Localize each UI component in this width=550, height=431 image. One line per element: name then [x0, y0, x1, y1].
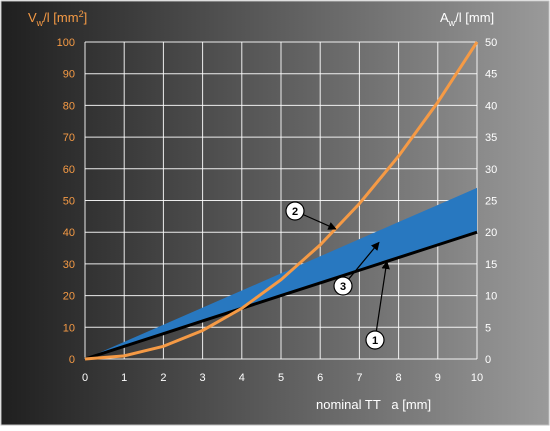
series-1-line [84, 230, 478, 361]
grid-lines [84, 41, 478, 360]
y-right-tick-label: 25 [485, 196, 497, 208]
x-tick-label: 6 [317, 372, 323, 384]
callout-arrow [348, 241, 380, 280]
y-right-tick-label: 50 [485, 37, 497, 49]
callout-circle [333, 276, 353, 296]
series-3-band [85, 187, 477, 359]
x-tick-label: 10 [471, 372, 483, 384]
y-left-tick-label: 60 [63, 164, 75, 176]
callout-circle [285, 201, 305, 221]
y-right-tick-label: 5 [485, 322, 491, 334]
y-right-axis-title: Aw/l [mm] [440, 10, 494, 28]
y-left-tick-label: 20 [63, 291, 75, 303]
y-right-tick-label: 0 [485, 354, 491, 366]
y-right-tick-label: 40 [485, 100, 497, 112]
y-left-tick-label: 40 [63, 227, 75, 239]
x-tick-label: 4 [239, 372, 245, 384]
y-right-tick-label: 15 [485, 259, 497, 271]
y-left-tick-label: 70 [63, 132, 75, 144]
y-left-tick-label: 30 [63, 259, 75, 271]
y-left-tick-label: 10 [63, 322, 75, 334]
y-left-tick-label: 90 [63, 69, 75, 81]
y-left-tick-label: 100 [57, 37, 75, 49]
x-tick-label: 8 [396, 372, 402, 384]
callout-label: 1 [372, 335, 378, 347]
axes: 0 1 2 3 4 5 6 7 8 9 100102030405060708090100051015… [57, 37, 498, 384]
callout-label: 3 [340, 281, 346, 293]
x-tick-label: 1 [121, 372, 127, 384]
x-tick-label: 3 [200, 372, 206, 384]
y-left-tick-label: 80 [63, 100, 75, 112]
y-right-tick-label: 30 [485, 164, 497, 176]
y-right-tick-label: 20 [485, 227, 497, 239]
y-right-tick-label: 35 [485, 132, 497, 144]
callout-arrow [302, 214, 337, 230]
callout-arrow [375, 260, 390, 332]
series-2-line [84, 41, 479, 361]
y-right-tick-label: 10 [485, 291, 497, 303]
data-marks [84, 41, 479, 361]
callout-label: 2 [292, 206, 298, 218]
callouts: 1 2 3 [285, 201, 390, 350]
x-tick-label: 5 [278, 372, 284, 384]
y-left-tick-label: 0 [69, 354, 75, 366]
callout-circle [365, 330, 385, 350]
x-tick-label: 0 [82, 372, 88, 384]
x-axis-title: nominal TT a [mm] [316, 397, 431, 412]
x-tick-label: 7 [356, 372, 362, 384]
y-left-tick-label: 50 [63, 196, 75, 208]
y-right-tick-label: 45 [485, 69, 497, 81]
x-tick-label: 2 [160, 372, 166, 384]
y-left-axis-title: Vw/l [mm2] [28, 9, 87, 28]
x-tick-label: 9 [435, 372, 441, 384]
